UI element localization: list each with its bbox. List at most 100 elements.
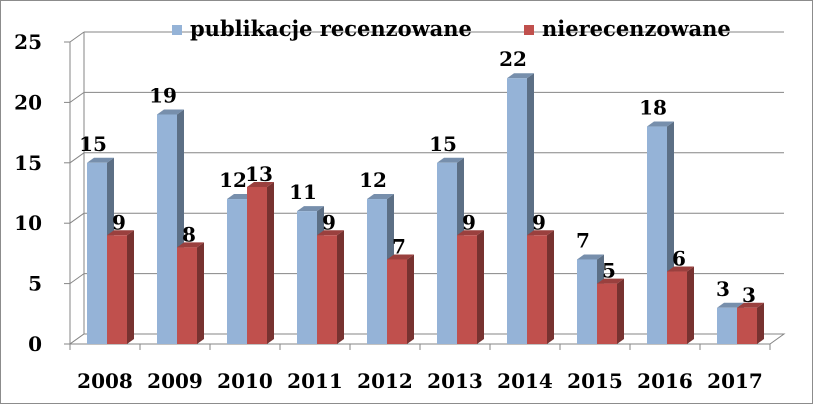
bar-top [387,254,414,260]
x-tick-label: 2012 [357,369,413,393]
data-label: 19 [149,83,177,107]
bar-face [317,235,337,344]
x-tick-label: 2016 [637,369,693,393]
bar-side [337,230,344,344]
bar-side [197,242,204,344]
bar-face [457,235,477,344]
data-label: 12 [359,168,387,192]
data-label: 9 [532,210,546,234]
data-label: 9 [322,210,336,234]
bar-side [477,230,484,344]
bar-top [527,230,554,236]
bar-top [367,194,394,200]
x-tick-label: 2011 [287,369,343,393]
bar-top [177,242,204,248]
bar-face [597,283,617,344]
data-labels: 15 19 12 11 12 15 22 7 18 3 9 8 13 9 7 9 9 5 6 3 [79,47,756,307]
bar-face [367,199,387,344]
bar [667,266,694,344]
bar [107,230,134,344]
bar-face [247,186,267,344]
data-label: 9 [462,210,476,234]
data-label: 9 [112,210,126,234]
bar-face [87,162,107,344]
bar-face [717,307,737,344]
bar-top [107,230,134,236]
data-label: 3 [742,283,756,307]
data-label: 18 [639,96,667,120]
bar-face [577,259,597,344]
gridline-depth [69,91,85,103]
bar-side [547,230,554,344]
data-label: 22 [499,47,527,71]
legend-label: nierecenzowane [542,16,731,41]
bar [247,181,274,344]
data-label: 15 [79,132,107,156]
legend: publikacje recenzowane nierecenzowane [172,16,731,41]
y-tick-label: 20 [14,90,42,114]
x-tick-label: 2013 [427,369,483,393]
data-label: 15 [429,132,457,156]
gridline-depth [69,152,85,164]
bar-face [737,307,757,344]
data-label: 8 [182,222,196,246]
data-label: 5 [602,259,616,283]
data-label: 11 [289,180,317,204]
bar-top [667,266,694,272]
bar-top [717,302,744,308]
bar-side [127,230,134,344]
bar-top [317,230,344,236]
x-tick-label: 2014 [497,369,553,393]
data-label: 7 [392,234,406,258]
bar [527,230,554,344]
bar-side [267,181,274,344]
gridline-depth [69,273,85,285]
gridline-depth [69,31,85,43]
bar-face [387,259,407,344]
x-tick-label: 2015 [567,369,623,393]
bar-face [107,235,127,344]
bar-face [647,126,667,344]
data-label: 7 [576,228,590,252]
bar [737,302,764,344]
bars [87,73,764,345]
bar-face [177,247,197,344]
bar-top [437,157,464,163]
bar-face [297,211,317,344]
bar [177,242,204,344]
y-tick-label: 0 [28,332,42,356]
bar-top [507,73,534,79]
data-label: 12 [219,168,247,192]
bar-top [297,206,324,212]
bar-top [457,230,484,236]
bar-face [507,78,527,345]
bar-top [597,278,624,284]
y-tick-label: 5 [28,272,42,296]
bar [387,254,414,344]
bar [597,278,624,344]
data-label: 3 [716,277,730,301]
bar [457,230,484,344]
bar-top [647,121,674,127]
bar-side [687,266,694,344]
legend-swatch [524,25,534,35]
bar-face [437,162,457,344]
bar-side [757,302,764,344]
bar-top [577,254,604,260]
y-tick-label: 25 [14,30,42,54]
gridline-depth [69,212,85,224]
data-label: 6 [672,247,686,271]
x-tick-label: 2010 [217,369,273,393]
legend-label: publikacje recenzowane [190,16,472,41]
bar-top [737,302,764,308]
y-tick-label: 10 [14,211,42,235]
legend-swatch [172,25,182,35]
bar-side [407,254,414,344]
x-tick-label: 2009 [147,369,203,393]
y-tick-label: 15 [14,151,42,175]
bar-face [527,235,547,344]
bar-face [667,271,687,344]
bar-top [247,181,274,187]
bar-face [157,114,177,344]
